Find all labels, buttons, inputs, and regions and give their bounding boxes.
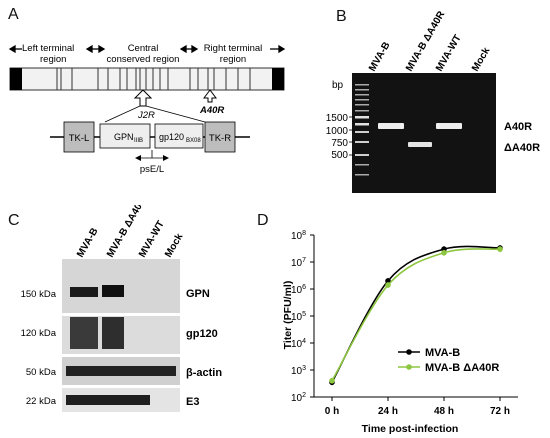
gel-lane-label-1: MVA-B bbox=[367, 40, 393, 73]
ladder-750: 750 bbox=[331, 138, 348, 149]
panel-letter-c: C bbox=[8, 212, 20, 229]
legend-marker bbox=[406, 349, 412, 355]
protein-gp120: gp120 bbox=[186, 328, 218, 340]
gp120-sub: BX08 bbox=[186, 138, 201, 144]
genome-map: Left terminal region Central conserved r… bbox=[8, 43, 286, 175]
right-region-label-1: Right terminal bbox=[204, 43, 263, 54]
tk-l-box bbox=[63, 121, 95, 153]
chart-series bbox=[329, 245, 503, 386]
panel-letter-d: D bbox=[257, 212, 269, 229]
series-point-1 bbox=[441, 249, 447, 256]
protein-gpn: GPN bbox=[186, 288, 210, 300]
wb-lane-label-1: MVA-B bbox=[75, 226, 101, 259]
left-region-label-2: region bbox=[40, 54, 66, 65]
left-region-label-1: Left terminal bbox=[22, 43, 74, 54]
genome-bar bbox=[9, 67, 285, 91]
y-tick-label: 103 bbox=[291, 365, 306, 377]
band-mva-b bbox=[378, 123, 404, 129]
x-tick-label: 24 h bbox=[378, 406, 398, 417]
band-label-da40r: ΔA40R bbox=[504, 142, 540, 154]
j2r-label: J2R bbox=[137, 110, 155, 121]
wb-lane-label-4: Mock bbox=[163, 231, 186, 259]
gp120-band-2 bbox=[102, 317, 124, 349]
protein-e3: E3 bbox=[186, 396, 199, 408]
x-tick-label: 72 h bbox=[490, 406, 510, 417]
e3-bands bbox=[66, 395, 150, 405]
series-line-1 bbox=[331, 248, 501, 382]
gpn-band-2 bbox=[102, 285, 124, 297]
right-itr bbox=[272, 68, 284, 90]
kda-120: 120 kDa bbox=[21, 328, 57, 339]
ladder-1000: 1000 bbox=[326, 126, 349, 137]
y-tick-label: 108 bbox=[291, 230, 306, 242]
j2r-arrow bbox=[133, 89, 153, 107]
legend-label: MVA-B ΔA40R bbox=[425, 362, 499, 374]
kda-150: 150 kDa bbox=[21, 289, 57, 300]
region-arrows bbox=[8, 44, 286, 54]
gpn-sub: IIIB bbox=[134, 138, 143, 144]
ladder-bands bbox=[355, 84, 369, 176]
x-axis-label: Time post-infection bbox=[362, 423, 459, 435]
ladder-500: 500 bbox=[331, 150, 348, 161]
tk-l-label: TK-L bbox=[69, 133, 90, 144]
legend-label: MVA-B bbox=[425, 347, 460, 359]
x-tick-label: 0 h bbox=[325, 406, 339, 417]
gp120-band-1 bbox=[70, 317, 98, 349]
kda-22: 22 kDa bbox=[26, 396, 57, 407]
promoter-label: psE/L bbox=[140, 164, 164, 175]
y-tick-label: 102 bbox=[291, 392, 306, 404]
series-point-0 bbox=[385, 278, 391, 284]
gpn-box bbox=[99, 123, 151, 149]
panel-letter-b: B bbox=[336, 8, 347, 25]
series-point-1 bbox=[329, 377, 335, 384]
left-itr bbox=[10, 68, 22, 90]
band-mva-wt bbox=[436, 123, 462, 129]
chart-legend: MVA-B MVA-B ΔA40R bbox=[398, 347, 499, 374]
right-region-label-2: region bbox=[220, 54, 246, 65]
panel-letter-a: A bbox=[8, 6, 19, 23]
x-tick-label: 48 h bbox=[434, 406, 454, 417]
gp120-label: gp120 bbox=[159, 132, 184, 142]
tk-r-label: TK-R bbox=[209, 133, 231, 144]
western-blot-panel: MVA-B MVA-B ΔA40R MVA-WT Mock 150 kDa GP… bbox=[21, 205, 222, 412]
gpn-band-1 bbox=[70, 287, 98, 297]
gel-lane-label-4: Mock bbox=[470, 45, 493, 73]
y-tick-label: 107 bbox=[291, 257, 306, 269]
gel-image bbox=[352, 73, 496, 193]
gel-panel: MVA-B MVA-B ΔA40R MVA-WT Mock bp 1500 10… bbox=[326, 9, 540, 193]
central-region-label-1: Central bbox=[128, 43, 159, 54]
central-region-label-2: conserved region bbox=[107, 54, 180, 65]
actin-bands bbox=[66, 366, 176, 376]
tk-r-box bbox=[204, 121, 236, 153]
ladder-1500: 1500 bbox=[326, 113, 349, 124]
protein-actin: β-actin bbox=[186, 367, 222, 379]
bp-label: bp bbox=[332, 80, 344, 91]
gp120-box bbox=[154, 123, 204, 149]
series-point-1 bbox=[497, 246, 503, 252]
gpn-label: GPN bbox=[114, 132, 134, 142]
band-label-a40r: A40R bbox=[504, 121, 532, 133]
legend-marker bbox=[406, 364, 412, 370]
band-mva-b-da40r bbox=[408, 142, 432, 147]
series-point-1 bbox=[385, 282, 391, 288]
y-axis-label: Titer (PFU/ml) bbox=[282, 281, 294, 350]
a40r-arrow bbox=[203, 89, 217, 103]
genome-ticks bbox=[56, 68, 251, 90]
gel-lane-label-3: MVA-WT bbox=[434, 33, 464, 73]
kda-50: 50 kDa bbox=[26, 367, 57, 378]
a40r-label: A40R bbox=[199, 105, 224, 116]
